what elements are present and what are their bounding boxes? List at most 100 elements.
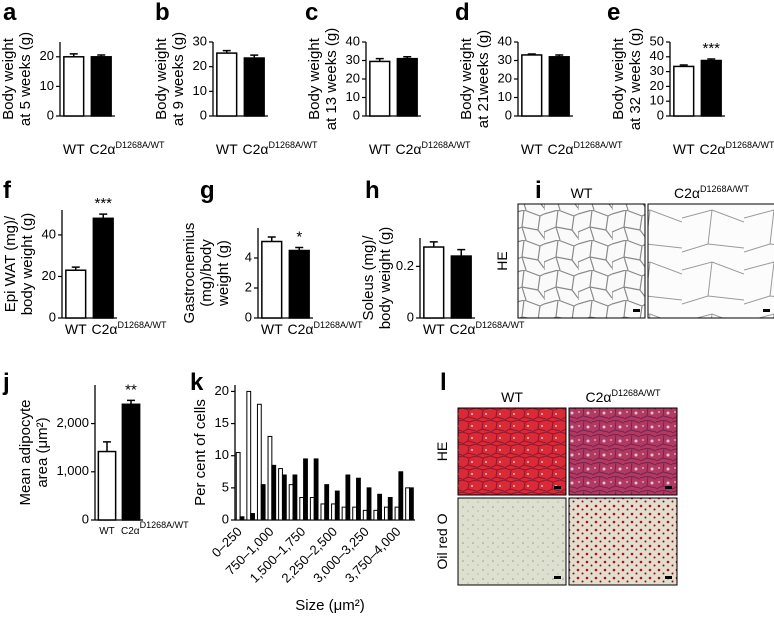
column-title: WT (571, 185, 593, 201)
panel-letter: h (365, 177, 380, 204)
column-title: C2αD1268A/WT (585, 388, 661, 405)
x-tick-label: WT (99, 526, 115, 537)
bar (288, 249, 310, 319)
x-tick-label: C2αD1268A/WT (548, 140, 624, 157)
error-bar (97, 54, 106, 57)
y-tick-label: 0 (353, 107, 360, 122)
y-tick-label: 50 (650, 33, 664, 48)
bar (246, 390, 252, 521)
bar (423, 246, 445, 319)
bar (673, 65, 695, 117)
panel-letter: g (200, 177, 215, 204)
x-tick-label-base: WT (369, 141, 391, 157)
x-tick-label-sup: D1268A/WT (118, 320, 168, 330)
bar (405, 487, 410, 521)
significance: * (296, 229, 302, 246)
x-tick-label: C2αD1268A/WT (243, 140, 319, 157)
y-axis-label: at 13 weeks (g) (323, 28, 340, 131)
panel-letter: a (3, 0, 17, 26)
bar (377, 493, 383, 521)
bar (271, 464, 277, 521)
scale-bar (554, 486, 561, 489)
micrograph (568, 497, 678, 586)
x-tick-label-base: C2α (450, 321, 476, 337)
y-axis-label: Gastrocnemius (181, 223, 198, 324)
bar (345, 474, 351, 521)
bar (250, 513, 255, 521)
bar (256, 403, 262, 521)
scale-bar (763, 309, 770, 312)
y-axis-label: area (μm²) (34, 417, 51, 487)
x-tick-label-base: C2α (288, 321, 314, 337)
y-tick-label: 40 (42, 226, 56, 241)
x-tick-label-base: C2α (121, 526, 140, 537)
bar (281, 474, 287, 521)
micrograph (568, 407, 678, 496)
error-bar (222, 49, 231, 54)
y-tick-label: 40 (650, 48, 664, 63)
row-label: Oil red O (434, 513, 450, 569)
y-tick-label: 20 (346, 70, 360, 85)
bar (292, 474, 298, 521)
y-tick-label: 2 (245, 279, 252, 294)
scale-bar (554, 576, 561, 579)
y-tick-label: 2,000 (56, 415, 89, 430)
panel-letter: d (455, 0, 470, 26)
bar (92, 217, 114, 319)
column-title-base: C2α (674, 185, 700, 201)
significance: *** (702, 40, 720, 57)
error-bar (403, 56, 412, 59)
y-tick-label: 30 (498, 52, 512, 67)
bar (267, 435, 273, 521)
x-tick-label-base: WT (521, 141, 543, 157)
x-tick-label-base: C2α (90, 141, 116, 157)
column-title-sup: D1268A/WT (611, 388, 661, 398)
x-tick-label-base: WT (261, 321, 283, 337)
micrograph (647, 203, 774, 319)
y-tick-label: 30 (650, 63, 664, 78)
column-title: C2αD1268A/WT (674, 184, 750, 201)
bar (309, 497, 315, 521)
error-bar (429, 241, 438, 248)
bar (243, 57, 265, 117)
x-tick-label: WT (673, 141, 695, 157)
y-tick-label: 10 (215, 447, 229, 462)
x-tick-label: WT (216, 141, 238, 157)
y-tick-label: 20 (498, 70, 512, 85)
bar (341, 506, 347, 521)
bar (260, 484, 266, 521)
x-tick-label-base: WT (423, 321, 445, 337)
bar (398, 471, 404, 521)
x-tick-label: WT (63, 141, 85, 157)
bar (387, 497, 393, 521)
bar (324, 484, 330, 521)
panel-letter: f (3, 177, 12, 204)
bar (356, 477, 361, 521)
y-axis-label: at 5 weeks (g) (17, 32, 34, 126)
y-tick-label: 4 (245, 249, 252, 264)
y-tick-label: 0 (82, 511, 89, 526)
y-tick-label: 10 (498, 89, 512, 104)
y-tick-label: 10 (346, 89, 360, 104)
bar (366, 487, 372, 521)
bar (548, 56, 570, 117)
y-axis-label: body weight (g) (377, 227, 394, 330)
x-tick-label-sup: D1268A/WT (726, 140, 774, 150)
y-tick-label: 20 (42, 268, 56, 283)
bar (334, 490, 340, 521)
panel-letter: c (305, 0, 318, 26)
y-tick-label: 20 (193, 58, 207, 73)
error-bar (707, 58, 716, 61)
error-bar (555, 54, 564, 57)
row-label: HE (494, 251, 510, 270)
error-bar (250, 54, 259, 59)
y-tick-label: 10 (40, 78, 54, 93)
bar (408, 487, 414, 521)
bar (352, 506, 358, 521)
x-tick-label-sup: D1268A/WT (269, 140, 319, 150)
y-axis-label: Body weight (306, 37, 323, 120)
x-tick-label: WT (423, 321, 445, 337)
x-tick-label: WT (369, 141, 391, 157)
bar (299, 497, 305, 521)
